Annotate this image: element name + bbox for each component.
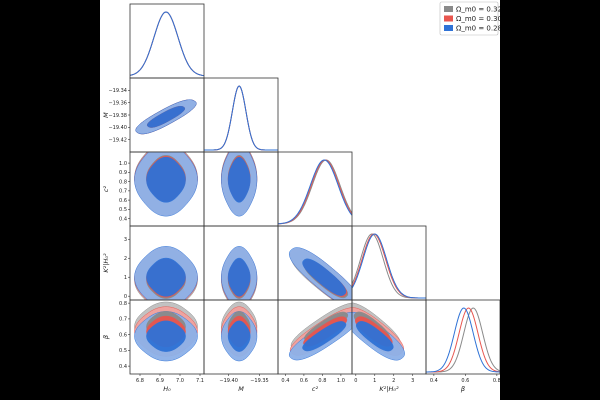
y-tick-label: −19.42 [108, 137, 127, 143]
y-tick-label: 1 [124, 275, 127, 281]
legend-label: Ω_m0 = 0.30 [456, 15, 500, 23]
marginal-curve-H0 [130, 11, 204, 77]
contour-68 [146, 156, 186, 203]
y-tick-label: 0.5 [119, 207, 127, 213]
contour-68 [302, 258, 347, 296]
legend-label: Ω_m0 = 0.28 [456, 25, 500, 33]
panel-M-M [204, 85, 278, 151]
panel-beta-M [221, 301, 258, 362]
x-tick-label: 7.1 [196, 378, 204, 384]
y-tick-label: 0.5 [119, 348, 127, 354]
contour-68 [146, 105, 186, 128]
figure-panel: −19.34 −19.36 −19.38 −19.40 −19.42 M 1.0 0.9 0.8… [100, 0, 500, 400]
marginal-curve-M [204, 85, 278, 151]
contour-68 [227, 257, 251, 297]
y-tick-label: 0.8 [119, 179, 127, 185]
x-tick-label: 6.8 [136, 378, 144, 384]
contour-68 [146, 257, 186, 297]
x-tick-label: 0.8 [493, 378, 500, 384]
contour-68 [227, 156, 251, 203]
panel-beta-H0 [134, 301, 198, 362]
panel-K2H02-M [221, 246, 258, 300]
y-tick-label: 0.6 [119, 198, 127, 204]
x-tick-label: 6.9 [156, 378, 164, 384]
y-tick-label: −19.40 [108, 125, 127, 131]
y-tick-label: 3 [124, 237, 127, 243]
x-tick-label: 0 [354, 378, 357, 384]
x-tick-label: 2 [392, 378, 395, 384]
y-tick-label: 2 [124, 256, 127, 262]
contour-68 [355, 321, 394, 352]
x-tick-label: −19.40 [219, 378, 238, 384]
y-tick-label: 0.7 [119, 317, 127, 323]
x-axis-label: M [238, 385, 244, 393]
y-axis-label: c² [102, 186, 110, 193]
contour-68 [302, 321, 347, 352]
marginal-curve-M [204, 85, 278, 151]
panel-frame [425, 299, 500, 375]
y-tick-label: −19.34 [108, 88, 127, 94]
legend-swatch [444, 6, 453, 12]
y-axis-label: K²|H₀² [102, 253, 110, 273]
y-axis-label: β [102, 335, 110, 339]
panel-frame [351, 225, 427, 301]
y-axis-label: M [102, 112, 110, 118]
panel-K2H02-K2H02 [352, 233, 426, 299]
corner-plot: −19.34 −19.36 −19.38 −19.40 −19.42 M 1.0 0.9 0.8… [102, 1, 500, 393]
x-axis-label: H₀ [163, 385, 171, 393]
x-tick-label: 0.8 [318, 378, 326, 384]
x-tick-label: 1.0 [337, 378, 345, 384]
x-tick-label: 0.6 [300, 378, 308, 384]
x-tick-label: 1 [373, 378, 376, 384]
legend-swatch [444, 15, 453, 22]
panel-beta-c2 [288, 302, 352, 361]
contour-68 [227, 320, 251, 352]
panel-beta-beta [426, 307, 500, 373]
panel-c2-M [221, 152, 258, 217]
marginal-curve-H0 [130, 11, 204, 77]
panel-H0-H0 [130, 11, 204, 77]
legend: Ω_m0 = 0.32Ω_m0 = 0.30 Ω_m0 = 0.28 [439, 1, 500, 36]
y-tick-label: 0.4 [119, 364, 127, 370]
panel-c2-H0 [134, 152, 198, 217]
x-axis-label: c² [312, 385, 319, 393]
x-axis-label: K²|H₀² [379, 385, 399, 393]
x-tick-label: 3 [411, 378, 414, 384]
y-tick-label: 0 [124, 294, 127, 300]
y-tick-label: 1.0 [119, 161, 127, 167]
x-axis-label: β [461, 385, 465, 393]
y-tick-label: 0.4 [119, 216, 127, 222]
marginal-curve-c2 [278, 159, 352, 225]
y-tick-label: −19.36 [108, 100, 127, 106]
panel-frame [129, 3, 205, 79]
x-tick-label: 7.0 [176, 378, 184, 384]
marginal-curve-beta [426, 307, 500, 373]
panel-M-H0 [135, 99, 197, 135]
y-tick-label: 0.8 [119, 301, 127, 307]
marginal-curve-beta [426, 307, 500, 373]
legend-label: Ω_m0 = 0.32 [456, 6, 500, 14]
y-tick-label: 0.6 [119, 332, 127, 338]
panel-K2H02-c2 [288, 247, 352, 300]
y-tick-label: 0.7 [119, 189, 127, 195]
panel-K2H02-H0 [134, 246, 198, 300]
panel-c2-c2 [278, 159, 352, 225]
panel-beta-K2H02 [352, 302, 405, 361]
y-tick-label: −19.38 [108, 113, 127, 119]
x-tick-label: 0.4 [281, 378, 289, 384]
x-tick-label: 0.4 [430, 378, 438, 384]
marginal-curve-K2H02 [352, 233, 426, 299]
y-tick-label: 0.9 [119, 170, 127, 176]
marginal-curve-H0 [130, 11, 204, 77]
contour-68 [146, 320, 186, 352]
marginal-curve-M [204, 85, 278, 151]
x-tick-label: 0.6 [461, 378, 469, 384]
legend-swatch [444, 25, 453, 31]
x-tick-label: −19.35 [250, 378, 269, 384]
legend-box [439, 1, 499, 36]
